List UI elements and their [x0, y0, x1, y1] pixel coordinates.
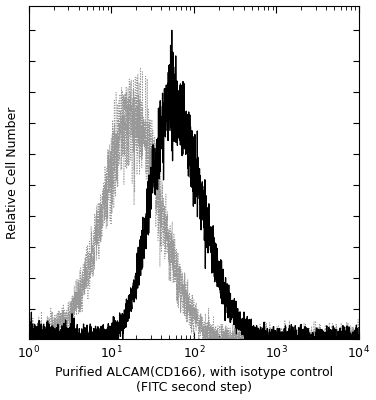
X-axis label: Purified ALCAM(CD166), with isotype control
(FITC second step): Purified ALCAM(CD166), with isotype cont…: [55, 366, 333, 394]
Y-axis label: Relative Cell Number: Relative Cell Number: [6, 106, 18, 239]
